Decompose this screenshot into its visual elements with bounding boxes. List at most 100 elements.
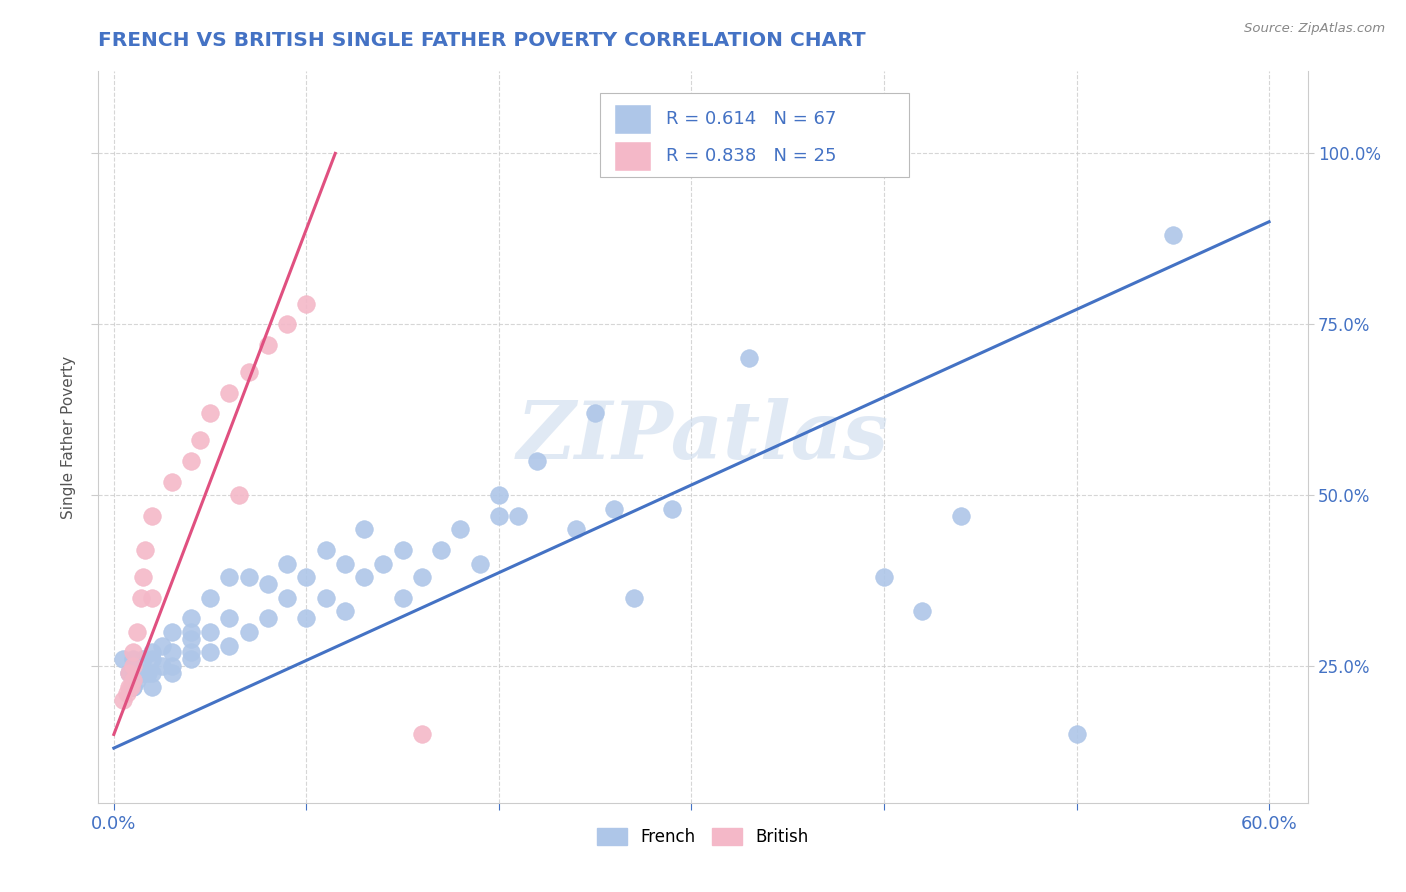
Point — [180, 454, 202, 468]
Point — [1161, 228, 1184, 243]
Point — [295, 570, 318, 584]
Point — [526, 454, 548, 468]
Point — [333, 604, 356, 618]
Point — [411, 570, 433, 584]
Point — [623, 591, 645, 605]
Point — [508, 508, 530, 523]
Point — [180, 624, 202, 639]
Text: FRENCH VS BRITISH SINGLE FATHER POVERTY CORRELATION CHART: FRENCH VS BRITISH SINGLE FATHER POVERTY … — [98, 31, 866, 50]
Legend: French, British: French, British — [591, 822, 815, 853]
Point — [238, 570, 260, 584]
Point — [160, 659, 183, 673]
Point — [141, 665, 163, 680]
Point — [198, 591, 221, 605]
Point — [112, 693, 135, 707]
Point — [218, 639, 240, 653]
Point — [122, 680, 145, 694]
Point — [141, 652, 163, 666]
Point — [276, 318, 298, 332]
Point — [373, 557, 395, 571]
Point — [180, 632, 202, 646]
Point — [738, 351, 761, 366]
Point — [950, 508, 973, 523]
Point — [257, 338, 280, 352]
Point — [198, 406, 221, 420]
Point — [150, 639, 173, 653]
Point — [276, 591, 298, 605]
Point — [873, 570, 896, 584]
Point — [661, 501, 683, 516]
Point — [430, 542, 453, 557]
Y-axis label: Single Father Poverty: Single Father Poverty — [60, 356, 76, 518]
Point — [150, 659, 173, 673]
Point — [120, 680, 142, 694]
Point — [122, 652, 145, 666]
Point — [218, 385, 240, 400]
Point — [141, 645, 163, 659]
Point — [141, 508, 163, 523]
Point — [122, 680, 145, 694]
FancyBboxPatch shape — [614, 142, 651, 171]
Point — [1066, 727, 1088, 741]
Point — [160, 475, 183, 489]
Point — [118, 665, 141, 680]
Point — [180, 611, 202, 625]
Point — [198, 624, 221, 639]
Point — [141, 591, 163, 605]
Point — [118, 680, 141, 694]
Point — [276, 557, 298, 571]
Point — [131, 652, 153, 666]
Point — [468, 557, 491, 571]
Point — [333, 557, 356, 571]
Point — [180, 652, 202, 666]
Point — [160, 624, 183, 639]
Point — [134, 542, 156, 557]
Point — [118, 665, 141, 680]
Point — [315, 542, 337, 557]
Point — [125, 673, 148, 687]
Point — [295, 611, 318, 625]
Point — [122, 665, 145, 680]
Point — [257, 577, 280, 591]
Point — [449, 522, 471, 536]
Point — [911, 604, 934, 618]
Point — [218, 611, 240, 625]
Point — [411, 727, 433, 741]
Point — [583, 406, 606, 420]
FancyBboxPatch shape — [600, 94, 908, 178]
Point — [117, 686, 139, 700]
Point — [138, 665, 160, 680]
Point — [160, 665, 183, 680]
Point — [122, 673, 145, 687]
Point — [198, 645, 221, 659]
Point — [391, 591, 413, 605]
Point — [488, 508, 510, 523]
Point — [391, 542, 413, 557]
Point — [315, 591, 337, 605]
Text: R = 0.614   N = 67: R = 0.614 N = 67 — [665, 111, 837, 128]
Point — [228, 488, 250, 502]
Point — [160, 645, 183, 659]
Point — [218, 570, 240, 584]
FancyBboxPatch shape — [614, 104, 651, 134]
Point — [565, 522, 588, 536]
Point — [112, 652, 135, 666]
Point — [180, 645, 202, 659]
Text: R = 0.838   N = 25: R = 0.838 N = 25 — [665, 147, 837, 165]
Point — [295, 297, 318, 311]
Point — [190, 434, 212, 448]
Point — [257, 611, 280, 625]
Point — [353, 522, 375, 536]
Point — [129, 591, 152, 605]
Point — [125, 624, 148, 639]
Point — [238, 624, 260, 639]
Text: Source: ZipAtlas.com: Source: ZipAtlas.com — [1244, 22, 1385, 36]
Point — [131, 570, 153, 584]
Point — [122, 659, 145, 673]
Text: ZIPatlas: ZIPatlas — [517, 399, 889, 475]
Point — [603, 501, 626, 516]
Point — [141, 680, 163, 694]
Point — [122, 645, 145, 659]
Point — [353, 570, 375, 584]
Point — [238, 365, 260, 379]
